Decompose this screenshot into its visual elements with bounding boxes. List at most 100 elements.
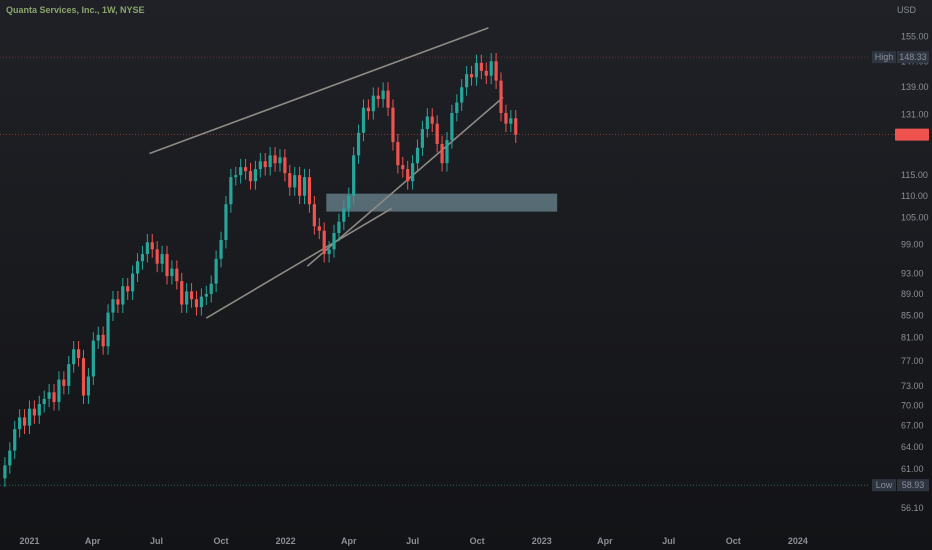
candle-body — [268, 155, 272, 168]
candle-body — [469, 74, 474, 78]
time-tick-label: Apr — [341, 536, 357, 546]
candle-body — [504, 112, 508, 124]
candle-body — [224, 204, 228, 240]
price-tick-label: 93.00 — [901, 269, 924, 279]
price-tick-label: 110.00 — [901, 191, 928, 201]
candle-body — [126, 286, 130, 292]
candle-body — [135, 261, 140, 274]
candle-body — [366, 107, 370, 112]
candle-body — [111, 299, 115, 313]
candle-body — [494, 61, 498, 81]
candle-body — [410, 163, 415, 182]
candle-body — [312, 204, 316, 227]
candle-body — [170, 268, 174, 277]
time-tick-label: Oct — [214, 536, 229, 546]
candle-body — [322, 230, 326, 255]
candle-body — [298, 175, 302, 196]
candle-body — [150, 242, 154, 250]
candle-body — [57, 379, 61, 403]
candle-body — [263, 161, 267, 168]
candle-body — [514, 118, 518, 135]
candle-body — [239, 167, 243, 176]
candle-body — [425, 116, 429, 130]
candle-body — [337, 221, 341, 234]
candle-body — [455, 102, 459, 113]
candle-body — [106, 312, 110, 347]
candle-body — [131, 273, 135, 292]
candle-body — [204, 293, 208, 297]
price-tick-label: 70.00 — [901, 400, 924, 410]
candle-body — [430, 116, 434, 124]
candle-body — [352, 155, 356, 196]
price-axis[interactable]: 155.00147.00139.00131.00115.00110.00105.… — [872, 32, 929, 513]
chart-title: Quanta Services, Inc., 1W, NYSE — [6, 5, 145, 15]
candle-body — [396, 142, 400, 166]
price-tick-label: 139.00 — [901, 82, 929, 92]
time-tick-label: Apr — [597, 536, 613, 546]
candle-body — [465, 74, 469, 88]
candle-body — [42, 398, 46, 405]
candle-body — [3, 465, 7, 479]
candle-body — [401, 165, 405, 170]
candle-body — [273, 155, 277, 164]
time-tick-label: Oct — [726, 536, 741, 546]
price-tick-label: 131.00 — [901, 110, 929, 120]
candle-body — [479, 62, 483, 71]
price-tick-label: 105.00 — [901, 212, 929, 222]
candle-body — [435, 123, 439, 144]
price-tick-label: 99.00 — [901, 240, 924, 250]
candle-body — [27, 408, 32, 426]
low-value: 58.93 — [902, 480, 925, 490]
candle-body — [67, 364, 71, 386]
price-tick-label: 56.10 — [901, 503, 924, 513]
time-tick-label: Jul — [406, 536, 419, 546]
candle-body — [199, 296, 203, 308]
high-label: High — [875, 52, 894, 62]
candle-body — [293, 175, 297, 188]
candle-body — [219, 239, 223, 259]
candle-body — [47, 392, 51, 399]
candle-body — [155, 249, 159, 264]
price-tick-label: 115.00 — [901, 170, 928, 180]
candle-body — [445, 140, 449, 164]
candle-body — [8, 450, 12, 466]
candle-body — [489, 61, 493, 76]
candle-body — [484, 70, 488, 76]
price-tick-label: 89.00 — [901, 289, 924, 299]
candle-body — [460, 87, 464, 103]
price-tick-label: 73.00 — [901, 381, 924, 391]
candle-body — [101, 334, 105, 347]
candlestick-series — [3, 53, 518, 487]
currency-label: USD — [896, 5, 916, 15]
candle-body — [450, 112, 454, 141]
candle-body — [288, 173, 292, 188]
candle-body — [253, 169, 258, 182]
candle-body — [185, 291, 189, 305]
candle-body — [209, 283, 213, 294]
time-tick-label: Oct — [470, 536, 485, 546]
candle-body — [248, 171, 253, 182]
time-tick-label: Jul — [662, 536, 675, 546]
candle-body — [116, 299, 120, 305]
candle-body — [440, 143, 444, 164]
candle-body — [62, 379, 66, 386]
time-axis[interactable]: 2021 Apr Jul Oct 2022 Apr Jul Oct 2023 Apr Jul Oct 2… — [19, 536, 807, 546]
candle-body — [229, 177, 233, 205]
candle-body — [415, 147, 420, 164]
high-label-box — [872, 51, 896, 64]
candle-body — [499, 80, 503, 113]
candle-body — [509, 118, 513, 124]
candle-body — [391, 107, 395, 143]
price-tick-label: 67.00 — [901, 421, 924, 431]
time-tick-label: 2021 — [19, 536, 39, 546]
candle-body — [243, 167, 248, 172]
lower-trendline-upper — [306, 96, 504, 267]
candle-body — [189, 291, 194, 300]
candle-body — [22, 417, 27, 426]
candle-body — [283, 157, 287, 174]
candle-body — [361, 107, 366, 133]
price-tick-label: 81.00 — [901, 333, 924, 343]
high-value: 148.33 — [899, 52, 927, 62]
price-tick-label: 85.00 — [901, 310, 924, 320]
